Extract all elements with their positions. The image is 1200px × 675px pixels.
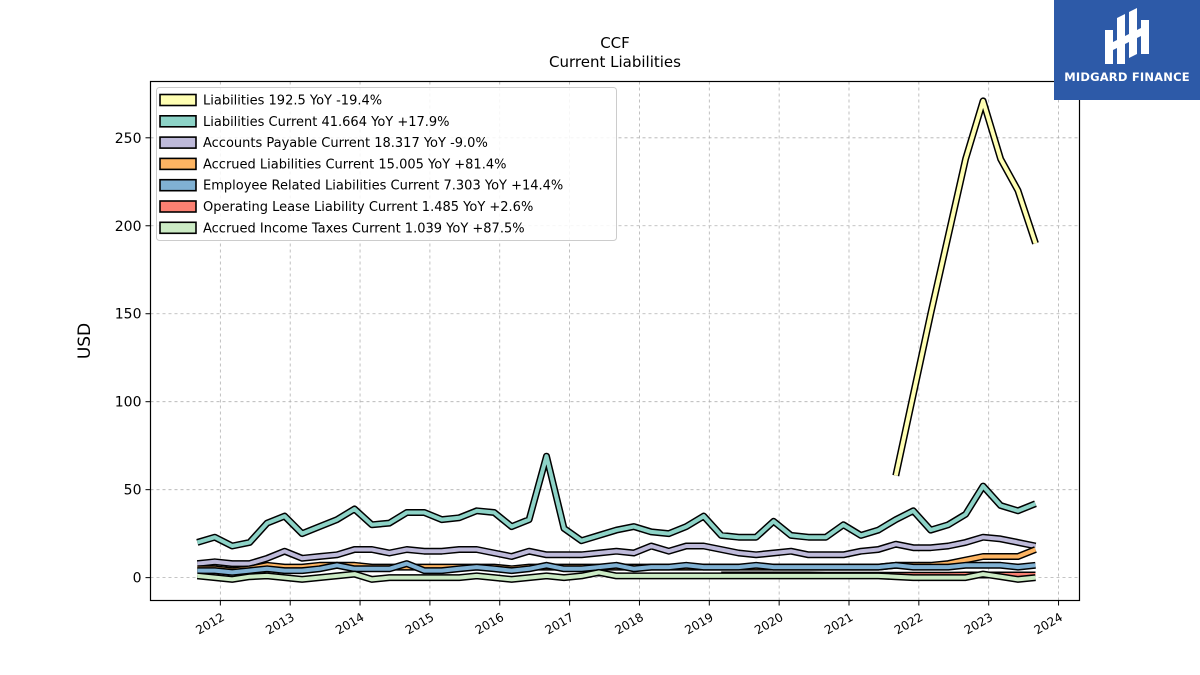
legend-swatch [159,93,197,107]
legend-swatch [159,200,197,213]
x-tick-label: 2015 [403,610,436,637]
y-tick-label: 0 [133,571,142,587]
x-tick-label: 2023 [962,610,995,637]
logo-mark-icon [1105,8,1149,64]
chart-title: CCF [600,34,630,52]
legend-swatch [159,221,197,235]
series-outline [196,452,1037,550]
legend-label: Accounts Payable Current 18.317 YoY -9.0… [203,136,488,151]
x-tick-label: 2021 [822,610,855,637]
y-axis: 0 50 100 150 200 250 [115,131,151,587]
y-tick-label: 200 [115,219,142,235]
legend-label: Employee Related Liabilities Current 7.3… [203,179,563,194]
legend: Liabilities 192.5 YoY -19.4% Liabilities … [156,87,617,241]
legend-swatch [159,115,197,128]
x-tick-label: 2018 [612,610,645,637]
series-line [197,535,1036,566]
legend-label: Accrued Income Taxes Current 1.039 YoY +… [203,221,525,236]
series-line [197,570,1036,582]
legend-label: Liabilities Current 41.664 YoY +17.9% [203,115,450,130]
x-tick-label: 2013 [263,610,296,637]
x-tick-label: 2022 [892,610,925,637]
x-tick-label: 2012 [193,610,226,637]
x-tick-label: 2016 [473,610,506,637]
series-line [197,561,1036,575]
y-tick-label: 50 [124,483,142,499]
brand-logo: MIDGARD FINANCE [1054,0,1200,100]
x-tick-label: 2017 [543,610,576,637]
legend-swatch [159,178,197,192]
x-axis: 2012 2013 2014 2015 2016 2017 2018 2019 2020 2021… [193,600,1065,637]
x-tick-label: 2020 [752,610,785,637]
y-axis-label: USD [75,323,95,359]
legend-swatch [159,136,197,149]
x-tick-label: 2024 [1032,610,1065,637]
legend-swatch [159,157,197,171]
y-tick-label: 250 [115,131,142,147]
series-line [893,98,1038,477]
chart-subtitle: Current Liabilities [549,53,681,71]
logo-text: MIDGARD FINANCE [1064,70,1190,84]
x-tick-label: 2019 [682,610,715,637]
series-line [196,454,1037,548]
legend-label: Accrued Liabilities Current 15.005 YoY +… [203,157,506,172]
series-group [196,97,1039,583]
y-tick-label: 100 [115,395,142,411]
legend-label: Operating Lease Liability Current 1.485 … [203,200,533,215]
legend-box [156,87,617,241]
y-tick-label: 150 [115,307,142,323]
x-tick-label: 2014 [333,610,366,637]
legend-label: Liabilities 192.5 YoY -19.4% [203,94,382,109]
plot-frame [149,80,1081,602]
